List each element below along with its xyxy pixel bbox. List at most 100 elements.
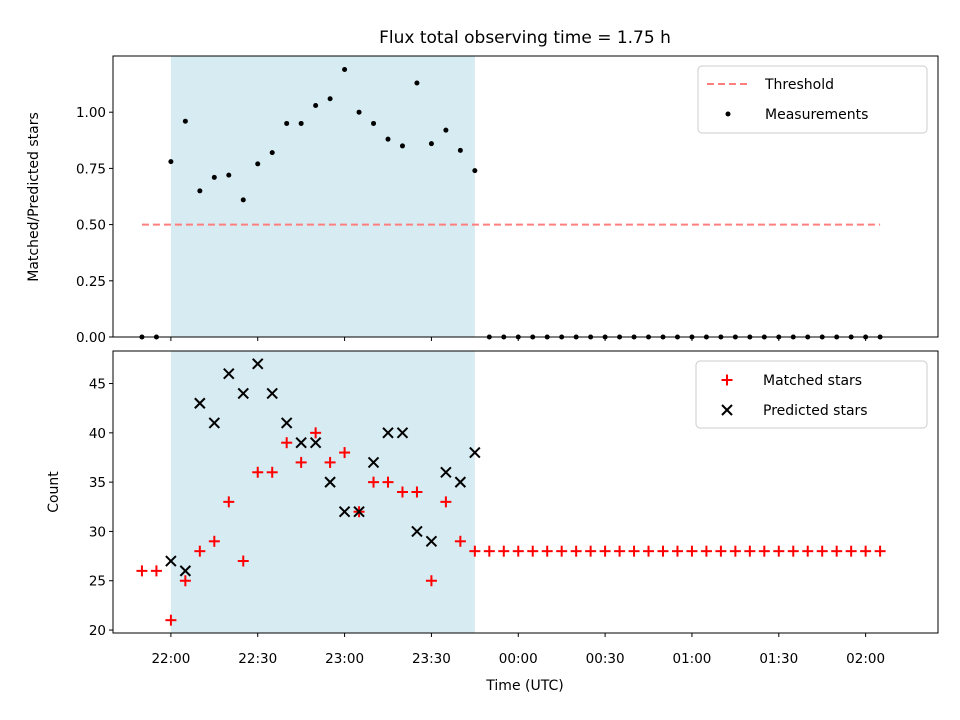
predicted-stars-point <box>324 476 336 488</box>
marker-stroke <box>179 565 192 577</box>
predicted-stars-point <box>469 446 481 459</box>
marker-stroke <box>353 506 365 518</box>
predicted-stars-point <box>411 525 423 538</box>
panel-star-counts-x-axis: 22:00 22:30 23:00 23:30 00:00 00:30 01:00 01:30… <box>151 633 885 667</box>
x-tick-label: 01:00 <box>672 651 711 667</box>
matched-stars-point <box>396 486 408 498</box>
predicted-stars-point <box>338 506 351 518</box>
matched-stars-point <box>252 466 264 478</box>
y-tick-label: 20 <box>89 623 106 639</box>
measurement-point <box>255 161 261 167</box>
predicted-stars-point <box>454 476 467 488</box>
x-tick-label: 01:30 <box>759 651 798 667</box>
panel-star-counts-y-axis: 20 25 30 35 40 45 <box>89 377 113 639</box>
predicted-stars-point <box>367 456 380 469</box>
predicted-stars-point <box>425 535 438 548</box>
panel-star-counts-background <box>170 351 475 633</box>
matched-stars-point <box>150 565 162 577</box>
matched-stars-point <box>512 545 524 557</box>
panel-flux-ratio-frame <box>112 55 939 338</box>
matched-stars-point <box>208 535 220 547</box>
matched-stars-point <box>787 545 799 557</box>
marker-stroke <box>252 358 264 370</box>
marker-stroke <box>338 506 351 518</box>
measurement-point <box>313 102 319 108</box>
legend-measurements-label: Measurements <box>765 107 868 123</box>
matched-stars-point <box>773 545 785 557</box>
y-tick-label: 0.75 <box>76 161 106 177</box>
measurement-point <box>371 120 377 126</box>
matched-stars-point <box>686 545 698 557</box>
matched-stars-point <box>339 447 351 459</box>
x-tick-label: 23:00 <box>325 651 364 667</box>
panel-flux-ratio: 0.00 0.25 0.50 0.75 1.00 Matched/Predicted s… <box>26 55 939 346</box>
matched-stars-point <box>744 545 756 557</box>
series-predicted-stars <box>165 358 481 577</box>
matched-stars-point <box>498 545 510 557</box>
panel-star-counts-frame <box>112 350 939 634</box>
y-axis-label-ratio: Matched/Predicted stars <box>26 112 42 282</box>
matched-stars-point <box>874 545 886 557</box>
marker-stroke <box>425 535 438 548</box>
predicted-stars-point <box>208 417 221 429</box>
y-tick-label: 0.50 <box>76 218 106 234</box>
legend-predicted-label: Predicted stars <box>763 403 868 419</box>
matched-stars-point <box>657 545 669 557</box>
y-tick-label: 45 <box>89 377 106 393</box>
marker-stroke <box>440 466 452 478</box>
predicted-stars-point <box>179 565 192 577</box>
panel-flux-ratio-x-ticks <box>170 337 867 341</box>
measurement-point <box>284 120 290 126</box>
matched-stars-point <box>440 496 452 508</box>
matched-stars-point <box>758 545 770 557</box>
measurement-point <box>197 188 203 194</box>
y-tick-label: 40 <box>89 426 106 442</box>
matched-stars-point <box>368 476 380 488</box>
measurement-point <box>428 141 434 147</box>
matched-stars-point <box>165 614 177 626</box>
legend-star-counts: Matched stars Predicted stars <box>695 360 928 429</box>
matched-stars-point <box>671 545 683 557</box>
predicted-stars-point <box>194 397 206 409</box>
marker-stroke <box>396 427 409 439</box>
marker-stroke <box>382 427 394 439</box>
marker-stroke <box>165 555 177 567</box>
matched-stars-point <box>700 545 712 557</box>
measurement-point <box>399 143 405 149</box>
predicted-stars-point <box>165 555 177 567</box>
predicted-stars-point <box>353 506 365 518</box>
marker-stroke <box>194 397 206 409</box>
panel-flux-ratio-marks <box>139 66 883 340</box>
marker-stroke <box>295 436 307 449</box>
matched-stars-point <box>237 555 249 567</box>
measurement-point <box>356 109 362 115</box>
legend-flux-ratio: Threshold Measurements <box>697 65 928 134</box>
predicted-stars-point <box>223 367 235 380</box>
measurement-point <box>168 159 174 165</box>
measurement-point <box>385 136 391 142</box>
panel-star-counts: 20 25 30 35 40 45 22:00 22:30 23:00 23:30 00:00 00… <box>46 350 939 694</box>
predicted-stars-point <box>280 417 293 429</box>
matched-stars-point <box>324 456 336 468</box>
matched-stars-point <box>223 496 235 508</box>
predicted-stars-point <box>382 427 394 439</box>
matched-stars-point <box>541 545 553 557</box>
predicted-stars-point <box>237 387 249 400</box>
x-tick-label: 22:00 <box>151 651 190 667</box>
marker-stroke <box>237 387 249 400</box>
predicted-stars-point <box>295 436 307 449</box>
matched-stars-point <box>556 545 568 557</box>
series-measurements <box>139 66 883 340</box>
matched-stars-point <box>614 545 626 557</box>
y-tick-label: 0.25 <box>76 274 106 290</box>
matched-stars-point <box>860 545 872 557</box>
y-tick-label: 0.00 <box>76 330 106 346</box>
legend-measurements-marker <box>725 111 731 117</box>
matched-stars-point <box>570 545 582 557</box>
matched-stars-point <box>643 545 655 557</box>
matched-stars-point <box>281 437 293 449</box>
matched-stars-point <box>179 575 191 587</box>
matched-stars-point <box>831 545 843 557</box>
marker-stroke <box>208 417 221 429</box>
measurement-point <box>342 66 348 72</box>
